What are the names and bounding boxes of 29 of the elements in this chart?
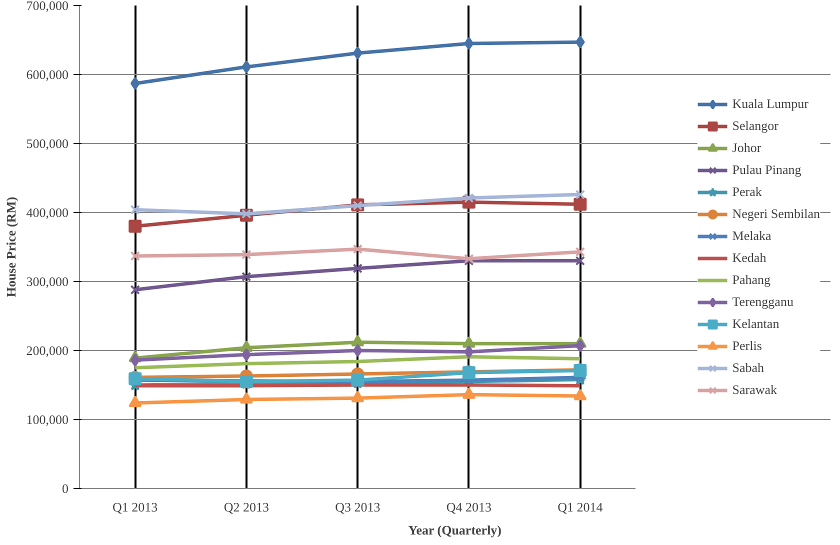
y-tick-label: 0	[62, 481, 68, 496]
y-tick-label: 200,000	[26, 343, 68, 358]
y-tick-label: 600,000	[26, 67, 68, 82]
legend-label: Negeri Sembilan	[732, 206, 820, 222]
legend-label: Kedah	[732, 250, 766, 266]
legend-label: Melaka	[732, 228, 772, 244]
legend-label: Kelantan	[732, 316, 780, 332]
legend-label: Pulau Pinang	[732, 162, 802, 178]
y-tick-label: 500,000	[26, 136, 68, 151]
legend-label: Pahang	[732, 272, 771, 288]
legend-label: Perak	[732, 184, 762, 200]
y-tick-label: 700,000	[26, 0, 68, 13]
legend-label: Selangor	[732, 118, 778, 134]
legend-label: Perlis	[732, 338, 762, 354]
legend-label: Johor	[732, 140, 762, 156]
legend-label: Terengganu	[732, 294, 794, 310]
legend-label: Sabah	[732, 360, 764, 376]
legend-label: Sarawak	[732, 382, 778, 398]
y-axis-title: House Price (RM)	[3, 196, 18, 298]
x-axis-title: Year (Quarterly)	[408, 522, 502, 538]
y-tick-label: 400,000	[26, 205, 68, 220]
x-tick-label: Q3 2013	[335, 500, 380, 514]
y-tick-label: 300,000	[26, 274, 68, 289]
x-tick-label: Q1 2014	[558, 500, 604, 514]
x-tick-label: Q1 2013	[112, 500, 158, 514]
x-tick-label: Q4 2013	[446, 500, 492, 514]
legend-label: Kuala Lumpur	[732, 96, 808, 112]
y-tick-label: 100,000	[26, 412, 68, 427]
x-tick-label: Q2 2013	[224, 500, 269, 514]
